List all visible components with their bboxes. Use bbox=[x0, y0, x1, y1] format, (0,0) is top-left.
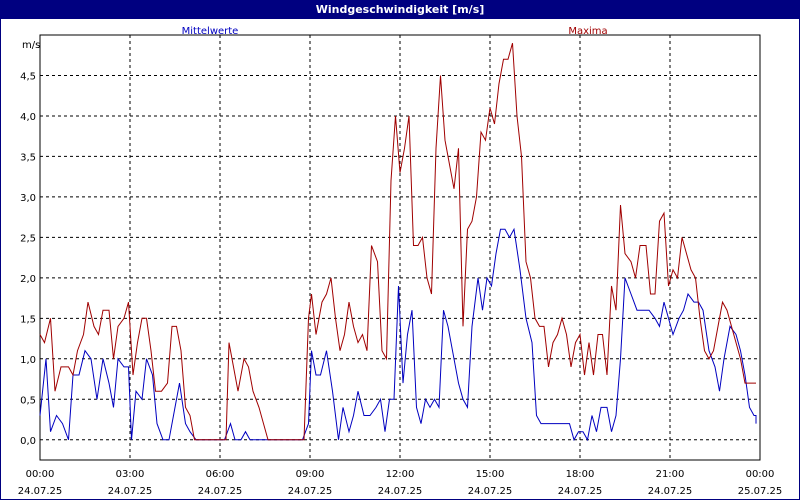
y-axis-unit-label: m/s bbox=[22, 40, 40, 51]
y-tick-label: 2,5 bbox=[20, 233, 36, 244]
y-tick-label: 3,0 bbox=[20, 193, 36, 204]
x-tick-time: 12:00 bbox=[386, 469, 415, 480]
x-axis: 00:00 24.07.25 03:00 24.07.25 06:00 24.07.25 0… bbox=[18, 469, 783, 497]
x-tick-date: 24.07.25 bbox=[378, 486, 423, 497]
chart-title: Windgeschwindigkeit [m/s] bbox=[1, 1, 799, 19]
y-tick-label: 1,5 bbox=[20, 314, 36, 325]
y-axis: 0,0 0,5 1,0 1,5 2,0 2,5 3,0 3,5 4,0 4,5 bbox=[20, 71, 36, 446]
x-tick-date: 24.07.25 bbox=[108, 486, 153, 497]
x-tick-time: 18:00 bbox=[566, 469, 595, 480]
x-tick-time: 00:00 bbox=[26, 469, 55, 480]
y-tick-label: 4,5 bbox=[20, 71, 36, 82]
y-tick-label: 3,5 bbox=[20, 152, 36, 163]
y-tick-label: 0,5 bbox=[20, 395, 36, 406]
x-tick-date: 24.07.25 bbox=[468, 486, 513, 497]
x-tick-time: 09:00 bbox=[296, 469, 325, 480]
y-tick-label: 0,0 bbox=[20, 436, 36, 447]
x-tick-date: 24.07.25 bbox=[648, 486, 693, 497]
legend-mittelwerte: Mittelwerte bbox=[182, 26, 239, 37]
x-tick-time: 21:00 bbox=[656, 469, 685, 480]
series-lines bbox=[39, 42, 757, 442]
legend-maxima: Maxima bbox=[568, 26, 607, 37]
y-tick-label: 1,0 bbox=[20, 355, 36, 366]
x-tick-date: 24.07.25 bbox=[198, 486, 243, 497]
x-tick-time: 00:00 bbox=[746, 469, 775, 480]
series-line-mittelwerte bbox=[39, 227, 757, 442]
series-line-maxima bbox=[39, 42, 756, 441]
grid-lines bbox=[40, 35, 760, 460]
x-tick-date: 24.07.25 bbox=[18, 486, 63, 497]
x-tick-date: 24.07.25 bbox=[288, 486, 333, 497]
x-tick-time: 06:00 bbox=[206, 469, 235, 480]
x-tick-date: 24.07.25 bbox=[558, 486, 603, 497]
y-tick-label: 4,0 bbox=[20, 112, 36, 123]
x-tick-date: 25.07.25 bbox=[738, 486, 783, 497]
y-tick-label: 2,0 bbox=[20, 274, 36, 285]
x-tick-time: 03:00 bbox=[116, 469, 145, 480]
x-tick-time: 15:00 bbox=[476, 469, 505, 480]
